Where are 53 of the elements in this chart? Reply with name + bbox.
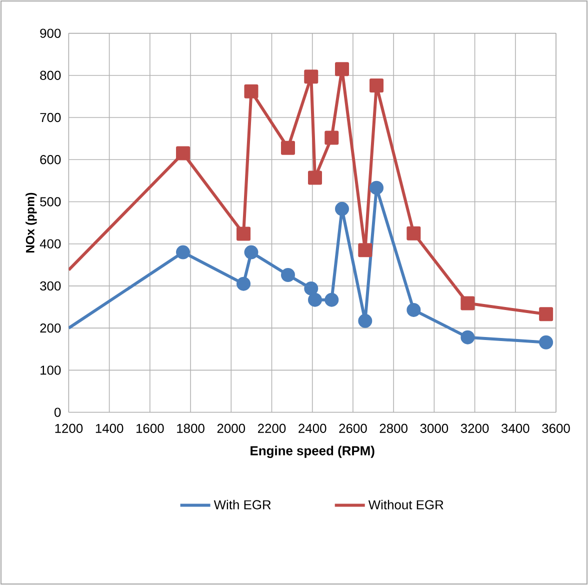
x-tick-label: 3000 bbox=[420, 424, 448, 433]
point bbox=[280, 140, 295, 155]
x-tick-label: 3600 bbox=[542, 424, 570, 433]
point bbox=[176, 146, 190, 160]
point bbox=[335, 62, 349, 76]
point bbox=[308, 170, 322, 185]
point bbox=[244, 245, 258, 260]
point bbox=[406, 302, 421, 317]
point bbox=[358, 243, 372, 258]
y-axis-title: NOx (ppm) bbox=[26, 192, 37, 253]
point bbox=[406, 226, 421, 240]
x-tick-label: 3200 bbox=[460, 424, 489, 433]
x-tick-label: 2200 bbox=[258, 424, 286, 433]
point bbox=[280, 268, 295, 282]
y-tick-label: 200 bbox=[40, 323, 61, 333]
point bbox=[304, 281, 318, 296]
y-tick-label: 100 bbox=[40, 366, 61, 375]
y-tick-label: 600 bbox=[40, 155, 61, 164]
x-tick-label: 1800 bbox=[177, 424, 204, 433]
y-tick-label: 800 bbox=[40, 70, 61, 80]
point bbox=[539, 307, 554, 322]
legend-label: With EGR bbox=[214, 500, 271, 510]
x-tick-label: 1600 bbox=[136, 424, 164, 433]
x-tick-label: 2800 bbox=[380, 424, 408, 433]
y-tick-label: 300 bbox=[40, 281, 61, 291]
point bbox=[358, 314, 372, 328]
point bbox=[244, 84, 258, 98]
x-axis-title: Engine speed (RPM) bbox=[250, 446, 374, 458]
point bbox=[460, 296, 475, 310]
point bbox=[324, 292, 339, 307]
x-tick-label: 1200 bbox=[55, 424, 83, 433]
y-tick-label: 700 bbox=[40, 112, 61, 122]
y-tick-label: 0 bbox=[54, 408, 61, 417]
point bbox=[335, 202, 349, 216]
y-tick-label: 400 bbox=[40, 239, 61, 248]
point bbox=[324, 130, 339, 145]
point bbox=[539, 335, 554, 350]
x-tick-label: 3400 bbox=[501, 424, 530, 433]
x-tick-label: 1400 bbox=[96, 424, 124, 433]
point bbox=[370, 78, 384, 93]
point bbox=[308, 292, 322, 307]
point bbox=[176, 245, 190, 260]
x-tick-label: 2000 bbox=[217, 424, 246, 433]
point bbox=[236, 276, 251, 291]
point bbox=[370, 180, 384, 195]
point bbox=[236, 226, 251, 241]
legend-label: Without EGR bbox=[368, 500, 444, 510]
point bbox=[304, 70, 318, 84]
point bbox=[460, 330, 475, 344]
y-tick-label: 900 bbox=[40, 28, 61, 38]
y-tick-label: 500 bbox=[40, 197, 61, 206]
x-tick-label: 2600 bbox=[339, 424, 367, 433]
x-tick-label: 2400 bbox=[298, 424, 326, 433]
